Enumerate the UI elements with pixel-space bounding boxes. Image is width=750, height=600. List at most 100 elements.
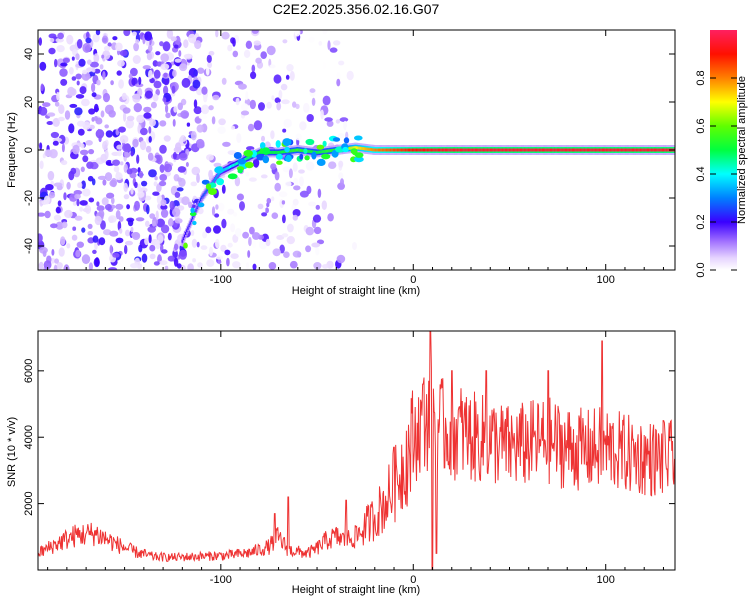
noise-cell	[311, 97, 316, 106]
trace-core	[496, 148, 499, 152]
noise-cell	[161, 249, 168, 254]
noise-cell	[179, 136, 187, 142]
noise-cell	[126, 204, 130, 210]
noise-cell	[112, 159, 120, 166]
trace-core	[511, 148, 514, 152]
noise-cell	[270, 130, 275, 140]
noise-cell	[205, 66, 210, 76]
trace-core	[415, 148, 418, 152]
trace-core	[641, 148, 643, 152]
noise-cell	[125, 118, 134, 129]
noise-cell	[130, 67, 138, 77]
noise-cell	[196, 173, 200, 184]
noise-cell	[240, 110, 250, 116]
trace-core	[554, 148, 557, 152]
noise-cell	[149, 213, 156, 219]
trace-core	[531, 148, 534, 152]
noise-cell	[271, 212, 279, 219]
trace-core	[582, 148, 584, 152]
noise-cell	[305, 245, 312, 253]
noise-cell	[98, 134, 102, 143]
trace-core	[217, 173, 220, 177]
trace-core	[212, 180, 215, 184]
noise-cell	[119, 161, 124, 166]
noise-cell	[76, 120, 85, 127]
noise-cell	[208, 50, 215, 56]
noise-cell	[39, 142, 43, 151]
noise-cell	[286, 236, 295, 245]
trace-core	[361, 147, 364, 150]
noise-cell	[101, 35, 109, 44]
trace-core	[479, 148, 482, 152]
noise-cell	[183, 39, 189, 49]
trace-clump	[316, 144, 325, 150]
trace-core	[473, 148, 476, 152]
noise-cell	[130, 187, 134, 195]
noise-cell	[245, 40, 253, 49]
trace-clump	[205, 183, 212, 190]
noise-cell	[230, 253, 239, 259]
noise-cell	[126, 115, 135, 122]
noise-cell	[72, 201, 77, 206]
noise-cell	[72, 144, 80, 155]
trace-core	[570, 148, 573, 152]
noise-cell	[126, 168, 133, 175]
noise-cell	[177, 166, 187, 173]
noise-cell	[133, 42, 140, 52]
noise-cell	[131, 31, 137, 37]
noise-cell	[125, 229, 130, 237]
trace-core	[328, 149, 330, 153]
trace-core	[400, 148, 403, 152]
trace-core	[499, 148, 501, 152]
noise-cell	[42, 102, 51, 107]
noise-cell	[172, 207, 181, 217]
trace-core	[480, 148, 483, 152]
trace-core	[509, 148, 512, 152]
noise-cell	[338, 172, 344, 180]
trace-core	[596, 148, 598, 152]
trace-core	[390, 148, 393, 152]
trace-clump	[192, 220, 197, 226]
noise-cell	[98, 209, 105, 219]
noise-cell	[248, 236, 252, 247]
noise-cell	[105, 159, 113, 166]
trace-clump	[259, 148, 264, 154]
noise-cell	[102, 50, 111, 60]
trace-core	[519, 148, 522, 152]
trace-core	[366, 147, 369, 151]
noise-cell	[236, 193, 244, 201]
trace-core	[327, 149, 329, 153]
trace-core	[471, 148, 474, 152]
trace-core	[377, 148, 380, 152]
noise-cell	[305, 161, 315, 171]
noise-cell	[179, 63, 188, 72]
noise-cell	[238, 83, 247, 90]
trace-core	[428, 148, 431, 152]
x-tick-label: 100	[597, 274, 615, 286]
noise-cell	[122, 107, 131, 114]
noise-cell	[154, 176, 158, 181]
noise-cell	[271, 95, 275, 101]
noise-cell	[139, 170, 144, 179]
noise-cell	[208, 246, 214, 257]
noise-cell	[174, 218, 183, 224]
trace-clump	[311, 151, 317, 160]
noise-cell	[107, 42, 112, 47]
trace-core	[548, 148, 551, 152]
noise-cell	[167, 232, 172, 241]
noise-cell	[276, 102, 282, 111]
noise-cell	[52, 117, 60, 127]
trace-core	[653, 148, 656, 152]
noise-cell	[215, 204, 219, 210]
trace-core	[561, 148, 564, 152]
trace-core	[544, 148, 546, 152]
trace-core	[515, 148, 517, 152]
trace-core	[323, 150, 326, 153]
noise-cell	[79, 86, 87, 95]
noise-cell	[288, 168, 293, 179]
trace-core	[592, 148, 595, 152]
noise-cell	[41, 200, 47, 205]
trace-core	[599, 148, 602, 152]
noise-cell	[191, 238, 198, 248]
trace-core	[624, 148, 627, 152]
